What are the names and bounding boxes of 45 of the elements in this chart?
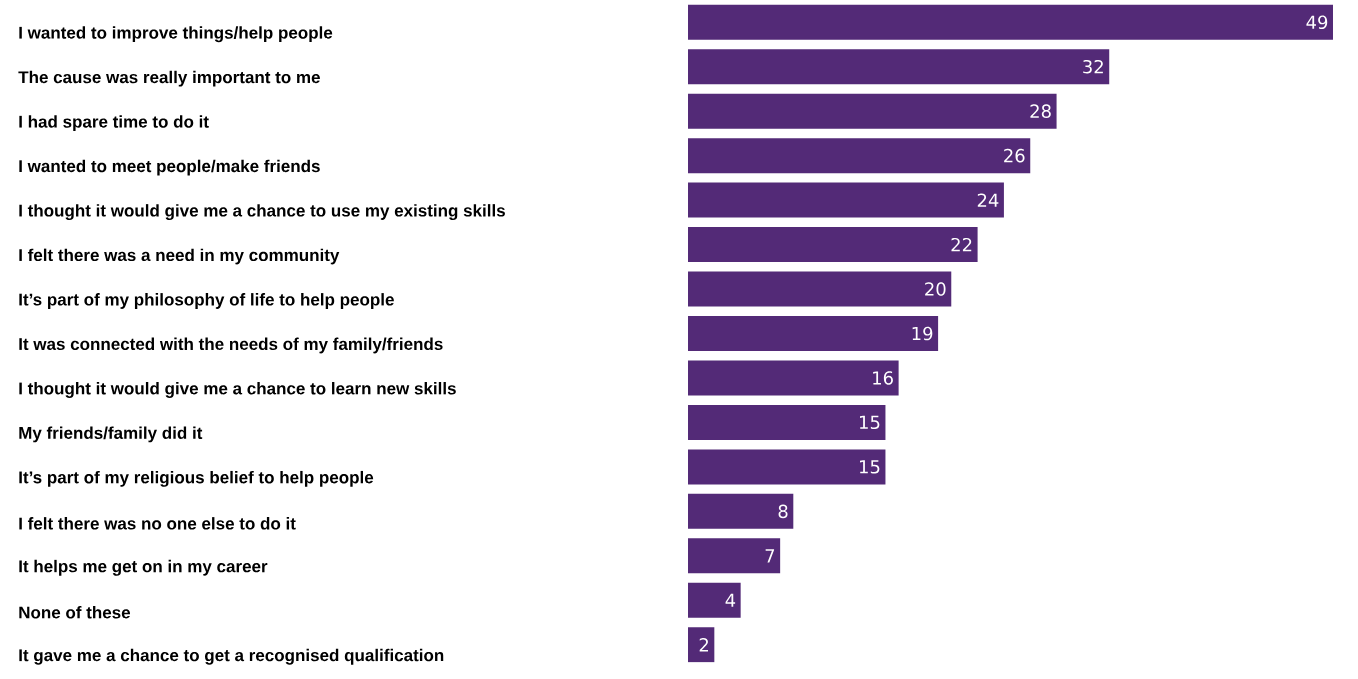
y-tick-label: I felt there was a need in my community	[19, 248, 340, 265]
data-label: 4	[725, 593, 736, 607]
bar	[688, 316, 939, 351]
bar	[688, 182, 1004, 218]
y-tick-label: It’s part of my religious belief to help people	[19, 470, 374, 487]
y-tick-label: None of these	[19, 606, 131, 619]
bar	[688, 49, 1110, 85]
bar	[688, 271, 952, 307]
data-label: 15	[859, 415, 880, 430]
y-tick-label: It helps me get on in my career	[19, 559, 268, 576]
data-label: 20	[925, 282, 946, 296]
bar	[688, 4, 1333, 40]
data-label: 24	[977, 193, 999, 207]
data-label: 19	[912, 326, 933, 341]
bar	[688, 493, 794, 529]
data-label: 2	[699, 638, 708, 652]
y-tick-label: It’s part of my philosophy of life to help people	[19, 293, 394, 309]
bar	[688, 449, 886, 485]
bar	[688, 627, 715, 663]
bar	[688, 404, 886, 440]
y-tick-label: I thought it would give me a chance to learn new skills	[19, 382, 456, 398]
bar	[688, 93, 1057, 129]
data-label: 16	[873, 371, 893, 385]
y-tick-label: I thought it would give me a chance to use my existing skills	[19, 204, 505, 221]
bar	[688, 582, 741, 618]
y-tick-label: I wanted to improve things/help people	[19, 26, 333, 43]
data-label: 15	[859, 460, 880, 474]
data-label: 32	[1083, 59, 1103, 74]
data-label: 22	[951, 237, 972, 252]
data-label: 8	[778, 504, 788, 519]
y-tick-label: My friends/family did it	[19, 426, 203, 443]
y-tick-label: The cause was really important to me	[18, 70, 320, 87]
y-tick-label: I had spare time to do it	[19, 115, 209, 132]
bar	[688, 227, 978, 263]
data-label: 7	[765, 549, 775, 563]
bar	[688, 360, 899, 396]
y-tick-label: I wanted to meet people/make friends	[19, 159, 320, 176]
bar	[688, 138, 1031, 174]
y-tick-label: It gave me a chance to get a recognised qualification	[19, 648, 444, 665]
bar	[688, 538, 781, 574]
data-label: 26	[1004, 148, 1025, 163]
data-label: 28	[1030, 104, 1051, 118]
data-label: 49	[1306, 15, 1328, 30]
y-tick-label: I felt there was no one else to do it	[19, 517, 296, 530]
y-tick-label: It was connected with the needs of my family/friends	[19, 337, 443, 354]
